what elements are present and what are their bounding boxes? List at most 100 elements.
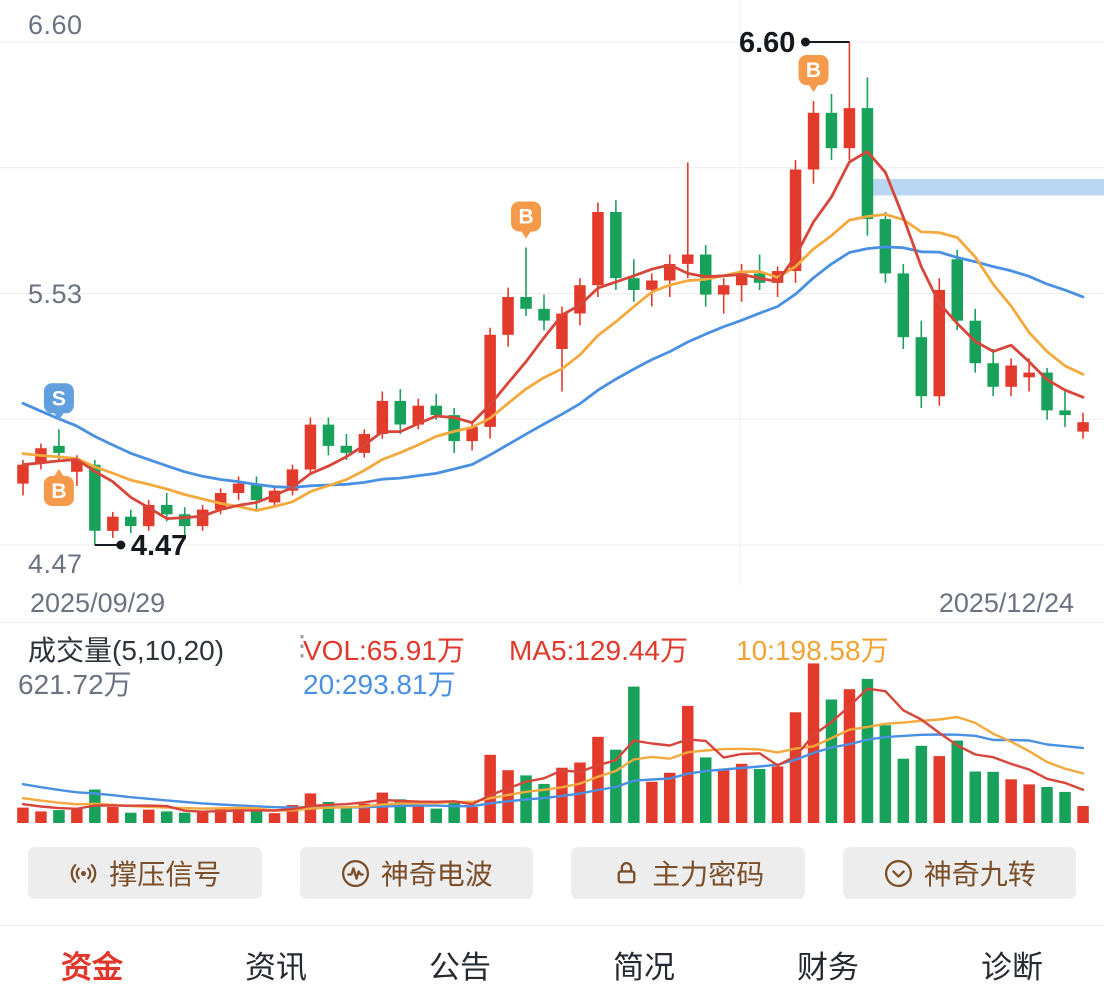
volume-bar (71, 808, 83, 823)
volume-bar (412, 805, 424, 823)
candle-body (915, 337, 928, 397)
lock-icon (617, 861, 636, 883)
candle-body (430, 405, 442, 416)
candle-body (394, 400, 406, 425)
volume-ma20-line (21, 733, 1085, 809)
support-resistance-signal-button[interactable]: 撑压信号 (28, 847, 262, 899)
feature-button-label: 神奇电波 (380, 859, 493, 890)
volume-bar (771, 766, 784, 823)
magic-wave-button[interactable]: 神奇电波 (299, 847, 533, 899)
volume-bar (1023, 784, 1035, 823)
svg-text:B: B (806, 59, 821, 82)
date-axis-row: 2025/09/29 2025/12/24 (0, 585, 1104, 622)
candle-body (682, 254, 694, 264)
svg-text:4.47: 4.47 (131, 530, 187, 562)
volume-bar (628, 686, 640, 823)
nav-item-financials[interactable]: 财务 (797, 949, 859, 985)
volume-bar (340, 807, 353, 823)
candle-body (951, 259, 963, 321)
volume-pane[interactable]: 成交量(5,10,20) ⋮ VOL:65.91万 MA5:129.44万 10… (0, 622, 1104, 838)
volume-bar (53, 810, 65, 823)
main-force-code-button[interactable]: 主力密码 (571, 847, 805, 899)
candle-body (107, 516, 119, 531)
volume-bar (1041, 787, 1053, 823)
broadcast-signal-icon (70, 863, 97, 883)
candle-body (1023, 372, 1035, 378)
candle-body (161, 504, 173, 515)
bottom-nav: 资金 资讯 公告 简况 财务 诊断 (0, 925, 1104, 1002)
kline-chart-pane[interactable]: S B B B 6.60 4.47 6.60 5.53 4.47 (0, 0, 1104, 585)
volume-bar (161, 811, 173, 823)
volume-ma10-line (21, 715, 1085, 812)
volume-bar (107, 807, 119, 823)
y-axis-label-high: 6.60 (28, 10, 83, 40)
candle-body (376, 400, 389, 434)
volume-bar (232, 807, 245, 823)
date-end-label: 2025/12/24 (938, 588, 1074, 618)
volume-bar (1059, 791, 1071, 823)
volume-bar (753, 769, 766, 823)
candle-body (214, 493, 227, 510)
candle-body (556, 313, 568, 349)
candle-body (286, 469, 299, 491)
candle-body (17, 464, 29, 484)
volume-bar (861, 678, 874, 823)
candle-body (861, 108, 874, 220)
volume-bar (268, 813, 281, 823)
signal-marker-b[interactable]: B (43, 468, 74, 506)
candle-body (897, 273, 910, 338)
signal-marker-b[interactable]: B (511, 201, 542, 239)
candle-body (1041, 372, 1053, 411)
magic-nine-turn-button[interactable]: 神奇九转 (842, 847, 1076, 899)
volume-bar (951, 740, 963, 823)
candle-body (717, 285, 730, 295)
feature-button-label: 主力密码 (652, 859, 765, 890)
candle-body (502, 297, 514, 335)
svg-text:6.60: 6.60 (739, 27, 795, 59)
nav-item-announcements[interactable]: 公告 (429, 949, 491, 985)
candle-body (250, 483, 263, 501)
volume-bar (250, 810, 263, 823)
volume-ma5-line (21, 687, 1085, 813)
svg-text:B: B (51, 480, 66, 503)
feature-button-label: 撑压信号 (109, 859, 222, 890)
volume-bar (700, 757, 712, 823)
volume-bar (17, 807, 29, 823)
candle-body (304, 424, 317, 470)
nav-item-news[interactable]: 资讯 (245, 949, 307, 985)
candle-body (520, 297, 532, 309)
candle-body (807, 112, 820, 170)
candle-body (340, 445, 353, 453)
volume-bar (717, 770, 730, 823)
volume-bar (196, 812, 209, 823)
candle-body (143, 504, 155, 527)
candle-body (1005, 365, 1017, 387)
feature-button-row: 撑压信号 神奇电波 主力密码 神奇九转 (0, 838, 1104, 908)
candle-body (610, 212, 622, 279)
candle-body (232, 483, 245, 493)
candle-body (538, 308, 550, 321)
candle-body (1059, 410, 1071, 416)
volume-bar (358, 803, 371, 823)
volume-bar (125, 812, 137, 823)
candle-body (448, 415, 460, 442)
kline-canvas[interactable]: S B B B 6.60 4.47 (0, 0, 1104, 585)
candle-body (825, 112, 838, 149)
low-price-annotation: 4.47 (94, 530, 187, 562)
candle-body (574, 285, 586, 314)
price-ma20-line (21, 245, 1085, 489)
signal-marker-b[interactable]: B (798, 55, 829, 93)
nav-item-diagnosis[interactable]: 诊断 (981, 949, 1043, 985)
nav-item-profile[interactable]: 简况 (613, 949, 675, 985)
svg-text:S: S (52, 387, 66, 410)
y-axis-label-mid: 5.53 (28, 279, 83, 309)
candle-body (592, 212, 604, 286)
volume-bar (484, 754, 496, 823)
signal-marker-s[interactable]: S (43, 383, 74, 421)
candle-body (628, 278, 640, 290)
nav-item-funds[interactable]: 资金 (61, 949, 123, 985)
volume-canvas[interactable] (0, 623, 1104, 838)
volume-bar (879, 725, 892, 823)
candle-body (89, 464, 101, 531)
